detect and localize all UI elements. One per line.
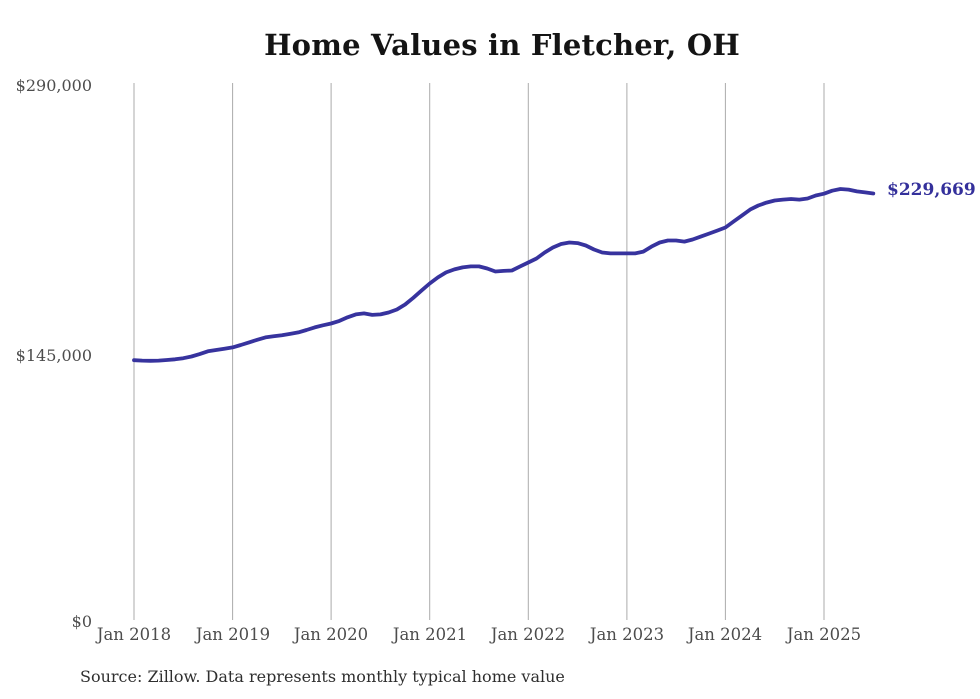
x-axis-tick-label: Jan 2021 (392, 625, 468, 644)
x-axis-tick-label: Jan 2025 (786, 625, 862, 644)
x-axis-tick-label: Jan 2018 (96, 625, 172, 644)
x-axis: Jan 2018 Jan 2019 Jan 2020 Jan 2021 Jan 2022… (0, 625, 980, 647)
gridlines (133, 83, 825, 620)
x-axis-tick-label: Jan 2020 (293, 625, 369, 644)
latest-value-label: $229,669 (887, 180, 976, 200)
x-axis-tick-label: Jan 2023 (589, 625, 665, 644)
y-axis-tick-label-zero: $0 (71, 612, 92, 631)
x-axis-tick-label: Jan 2024 (687, 625, 763, 644)
x-axis-tick-label: Jan 2022 (490, 625, 566, 644)
source-note: Source: Zillow. Data represents monthly … (80, 667, 565, 686)
y-axis-tick-label-mid: $145,000 (15, 346, 92, 365)
chart-title: Home Values in Fletcher, OH (264, 28, 740, 62)
home-value-line-series (132, 187, 876, 363)
x-axis-tick-label: Jan 2019 (195, 625, 271, 644)
y-axis-tick-label-top: $290,000 (15, 76, 92, 95)
